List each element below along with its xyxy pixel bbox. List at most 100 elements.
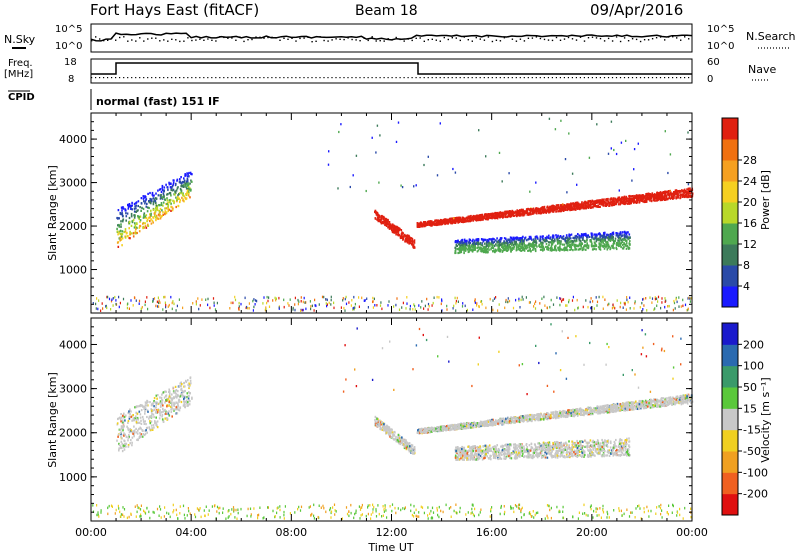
noise-point [518, 299, 520, 302]
noise-point [433, 296, 435, 299]
noise-point [288, 304, 290, 307]
data-point [521, 245, 523, 248]
nave-point [631, 77, 634, 79]
data-point [120, 232, 123, 235]
data-point [454, 246, 456, 249]
data-point [121, 426, 124, 429]
noise-point [611, 306, 613, 310]
data-point [519, 243, 521, 246]
nsearch-point [135, 40, 137, 42]
nsearch-point [539, 37, 542, 40]
noise-point [158, 301, 160, 305]
data-point [572, 204, 575, 207]
data-point [629, 243, 631, 246]
data-point [133, 429, 136, 432]
data-point [137, 438, 139, 442]
data-point [627, 236, 630, 239]
data-point [610, 236, 613, 239]
data-point [486, 218, 488, 221]
data-point [188, 403, 191, 406]
data-point [656, 197, 659, 200]
data-point [511, 247, 513, 250]
data-point [146, 206, 149, 209]
noise-point [426, 297, 428, 301]
noise-point [140, 307, 142, 311]
data-point [595, 233, 598, 236]
data-point [154, 216, 157, 219]
nsearch-point [355, 39, 357, 41]
data-point [396, 228, 399, 232]
nsearch-point [567, 36, 570, 39]
data-point [599, 205, 601, 208]
data-point [473, 245, 476, 248]
data-point [612, 239, 614, 242]
nave-point [459, 77, 461, 79]
noise-point [559, 297, 561, 300]
data-point [667, 198, 669, 201]
data-point [118, 217, 120, 220]
data-point [552, 208, 555, 211]
data-point [119, 236, 122, 239]
data-point [542, 238, 544, 241]
nave-point [495, 77, 497, 79]
data-point [502, 243, 504, 246]
data-point [498, 244, 501, 247]
data-point [133, 431, 136, 434]
data-point [154, 406, 157, 409]
data-point [464, 245, 467, 248]
data-point [602, 234, 605, 237]
noise-point [654, 296, 656, 299]
data-point [557, 242, 559, 245]
data-point [507, 248, 510, 251]
data-point [391, 230, 394, 233]
noise-point [607, 303, 609, 307]
data-point [187, 403, 189, 406]
nsearch-point [279, 39, 281, 41]
data-point [624, 243, 627, 246]
data-point [492, 215, 494, 218]
data-point [440, 223, 442, 226]
sparse-point [352, 174, 354, 177]
data-point [385, 221, 388, 224]
data-point [133, 433, 135, 436]
noise-point [289, 298, 291, 301]
noise-point [340, 306, 342, 309]
data-point [116, 227, 118, 230]
data-point [184, 173, 186, 176]
data-point [148, 427, 151, 431]
noise-point [627, 300, 629, 304]
data-point [580, 243, 583, 246]
beam-title: Beam 18 [355, 3, 418, 19]
data-point [133, 226, 136, 229]
data-point [132, 232, 135, 235]
noise-point [328, 301, 330, 305]
data-point [585, 248, 587, 251]
nsearch-point [451, 37, 453, 39]
data-point [160, 203, 163, 207]
data-point [395, 225, 398, 228]
data-point [573, 244, 576, 247]
sparse-point [625, 139, 627, 142]
data-point [619, 231, 622, 234]
data-point [551, 210, 554, 213]
nsearch-point [519, 38, 522, 40]
data-point [655, 195, 658, 198]
data-point [476, 242, 478, 245]
nsearch-point [547, 39, 550, 41]
data-point [493, 249, 495, 252]
data-point [159, 204, 161, 207]
nave-point [111, 77, 113, 79]
data-point [540, 207, 543, 210]
sparse-point [375, 151, 377, 154]
data-point [125, 442, 128, 445]
data-point [135, 202, 137, 205]
sparse-point [355, 154, 358, 157]
data-point [551, 242, 553, 245]
data-point [187, 183, 190, 186]
nave-point [203, 77, 205, 79]
data-point [493, 238, 495, 241]
data-point [486, 238, 488, 242]
data-point [120, 416, 123, 419]
data-point [546, 245, 549, 249]
